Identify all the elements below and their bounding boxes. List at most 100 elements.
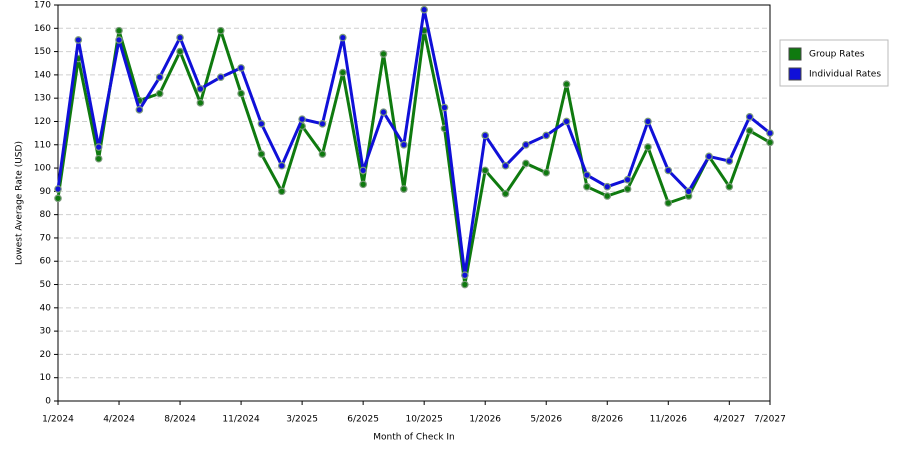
y-tick-label: 60	[40, 257, 52, 267]
data-point	[644, 117, 652, 126]
y-axis-label: Lowest Average Rate (USD)	[15, 141, 25, 265]
y-tick-label: 90	[40, 187, 52, 197]
legend-label: Group Rates	[809, 50, 865, 60]
x-tick-label: 7/2027	[754, 415, 786, 425]
x-tick-label: 3/2025	[286, 415, 318, 425]
data-point	[766, 129, 774, 137]
data-point	[725, 182, 734, 191]
x-tick-label: 11/2026	[650, 415, 688, 425]
data-point	[155, 89, 164, 98]
legend-swatch	[788, 67, 802, 81]
data-point	[54, 194, 62, 203]
data-point	[745, 113, 754, 121]
data-point	[135, 106, 144, 114]
data-point	[338, 33, 347, 42]
data-point	[196, 99, 205, 107]
x-tick-label: 1/2026	[469, 415, 501, 425]
data-point	[583, 182, 591, 191]
data-point	[562, 80, 571, 89]
data-point	[196, 85, 205, 93]
data-point	[400, 185, 408, 193]
data-point	[542, 131, 551, 140]
y-tick-label: 120	[34, 117, 51, 127]
data-point	[155, 73, 164, 82]
data-point	[318, 150, 327, 158]
y-tick-label: 0	[45, 397, 51, 407]
y-tick-label: 10	[40, 373, 52, 383]
x-tick-label: 10/2025	[405, 415, 442, 425]
data-point	[216, 26, 225, 35]
series-line	[56, 29, 771, 287]
data-point	[379, 50, 388, 58]
series-line	[56, 8, 771, 277]
data-point	[359, 180, 367, 189]
data-point	[684, 187, 693, 196]
data-point	[623, 185, 632, 193]
data-point	[359, 166, 367, 175]
legend-swatch	[788, 47, 802, 61]
data-point	[318, 120, 327, 128]
data-point	[237, 89, 245, 98]
data-point	[216, 73, 225, 82]
x-tick-label: 4/2024	[103, 415, 135, 425]
data-point	[420, 5, 428, 14]
data-point	[501, 161, 510, 170]
data-point	[562, 117, 571, 126]
data-point	[237, 64, 245, 72]
x-tick-label: 11/2024	[222, 415, 260, 425]
x-tick-label: 8/2026	[591, 415, 623, 425]
y-tick-label: 140	[34, 70, 51, 80]
y-tick-label: 40	[40, 303, 52, 313]
data-point	[542, 168, 551, 177]
legend: Group Rates Individual Rates	[779, 39, 889, 87]
data-point	[461, 280, 469, 289]
y-tick-label: 100	[34, 164, 51, 174]
y-tick-label: 20	[40, 350, 52, 360]
data-point	[664, 166, 673, 175]
data-point	[623, 175, 632, 184]
y-tick-label: 80	[40, 210, 52, 220]
data-point	[481, 166, 490, 175]
data-point	[176, 33, 184, 42]
x-tick-label: 4/2027	[713, 415, 745, 425]
data-point	[277, 161, 286, 170]
data-point	[54, 185, 62, 193]
data-point	[94, 143, 103, 151]
data-point	[277, 187, 286, 196]
y-tick-label: 70	[40, 233, 52, 243]
y-tick-label: 150	[34, 47, 51, 57]
data-point	[725, 157, 734, 165]
data-point	[176, 47, 184, 56]
plot-frame	[57, 4, 771, 402]
data-point	[664, 199, 673, 207]
data-point	[379, 108, 388, 116]
x-axis-label: Month of Check In	[373, 433, 455, 443]
data-point	[400, 140, 408, 149]
data-point	[115, 26, 123, 35]
data-point	[461, 271, 469, 280]
data-point	[440, 103, 449, 112]
x-tick-label: 5/2026	[530, 415, 562, 425]
data-point	[257, 120, 266, 128]
x-tick-label: 1/2024	[42, 415, 74, 425]
data-point	[501, 189, 510, 198]
x-tick-label: 6/2025	[347, 415, 379, 425]
data-point	[522, 140, 530, 149]
data-point	[644, 143, 652, 151]
y-tick-label: 160	[34, 24, 51, 34]
y-tick-label: 170	[34, 1, 51, 11]
data-point	[705, 152, 713, 161]
data-point	[745, 126, 754, 135]
data-point	[522, 159, 530, 168]
legend-label: Individual Rates	[809, 70, 881, 80]
data-point	[481, 131, 490, 140]
y-tick-label: 110	[34, 140, 51, 150]
data-point	[298, 115, 306, 123]
data-point	[115, 36, 123, 44]
data-point	[338, 68, 347, 77]
y-tick-label: 30	[40, 327, 52, 337]
data-point	[603, 192, 612, 200]
y-tick-label: 130	[34, 94, 51, 104]
y-tick-label: 50	[40, 280, 52, 290]
